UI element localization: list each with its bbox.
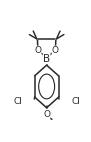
Text: O: O — [34, 46, 41, 55]
Text: O: O — [52, 46, 59, 55]
Text: Cl: Cl — [13, 97, 22, 106]
Text: Cl: Cl — [71, 97, 80, 106]
Text: B: B — [43, 54, 50, 64]
Text: O: O — [43, 110, 50, 119]
